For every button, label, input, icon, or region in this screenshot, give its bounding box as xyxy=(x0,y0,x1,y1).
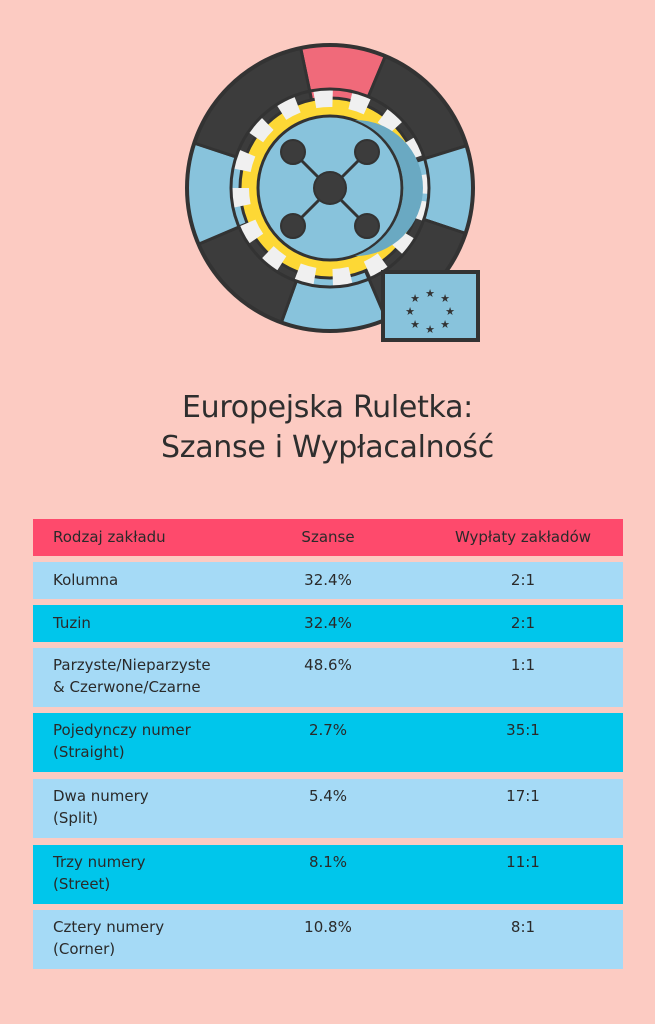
eu-flag-icon: ★ ★ ★ ★ ★ ★ ★ ★ xyxy=(381,270,480,342)
bet-type: Kolumna xyxy=(53,571,119,589)
odds-value: 10.8% xyxy=(304,918,352,936)
page-title: Europejska Ruletka: Szanse i Wypłacalnoś… xyxy=(0,388,655,468)
svg-text:★: ★ xyxy=(425,323,435,336)
table-row: Kolumna 32.4% 2:1 xyxy=(33,562,623,599)
bet-type: Dwa numery (Split) xyxy=(53,787,149,827)
table-row: Pojedynczy numer (Straight) 2.7% 35:1 xyxy=(33,713,623,772)
header-payout: Wypłaty zakładów xyxy=(454,528,592,546)
svg-text:★: ★ xyxy=(410,318,420,331)
odds-value: 48.6% xyxy=(304,656,352,674)
odds-value: 2.7% xyxy=(308,721,348,739)
odds-value: 32.4% xyxy=(304,571,352,589)
header-bet-type: Rodzaj zakładu xyxy=(53,528,166,546)
payout-value: 35:1 xyxy=(506,721,540,739)
bet-type: Tuzin xyxy=(53,614,91,632)
table-row: Trzy numery (Street) 8.1% 11:1 xyxy=(33,845,623,904)
payout-value: 1:1 xyxy=(510,656,536,674)
svg-text:★: ★ xyxy=(440,318,450,331)
table-header: Rodzaj zakładu Szanse Wypłaty zakładów xyxy=(33,519,623,556)
table-row: Parzyste/Nieparzyste & Czerwone/Czarne 48… xyxy=(33,648,623,707)
bet-type: Trzy numery (Street) xyxy=(53,853,146,893)
odds-value: 5.4% xyxy=(308,787,348,805)
header-odds: Szanse xyxy=(301,528,355,546)
svg-text:★: ★ xyxy=(425,287,435,300)
payout-value: 2:1 xyxy=(510,614,536,632)
svg-text:★: ★ xyxy=(405,305,415,318)
payout-value: 11:1 xyxy=(506,853,540,871)
title-line-1: Europejska Ruletka: xyxy=(182,390,473,425)
payout-value: 8:1 xyxy=(510,918,536,936)
bet-type: Cztery numery (Corner) xyxy=(53,918,165,958)
bet-type: Pojedynczy numer (Straight) xyxy=(53,721,191,761)
table-row: Tuzin 32.4% 2:1 xyxy=(33,605,623,642)
payout-value: 2:1 xyxy=(510,571,536,589)
table-row: Cztery numery (Corner) 10.8% 8:1 xyxy=(33,910,623,969)
payout-value: 17:1 xyxy=(506,787,540,805)
odds-value: 32.4% xyxy=(304,614,352,632)
svg-text:★: ★ xyxy=(410,292,420,305)
svg-text:★: ★ xyxy=(445,305,455,318)
table-row: Dwa numery (Split) 5.4% 17:1 xyxy=(33,779,623,838)
title-line-2: Szanse i Wypłacalność xyxy=(161,430,494,465)
roulette-wheel-icon: ★ ★ ★ ★ ★ ★ ★ ★ xyxy=(185,43,480,342)
bet-type: Parzyste/Nieparzyste & Czerwone/Czarne xyxy=(53,656,211,696)
odds-value: 8.1% xyxy=(308,853,348,871)
svg-text:★: ★ xyxy=(440,292,450,305)
